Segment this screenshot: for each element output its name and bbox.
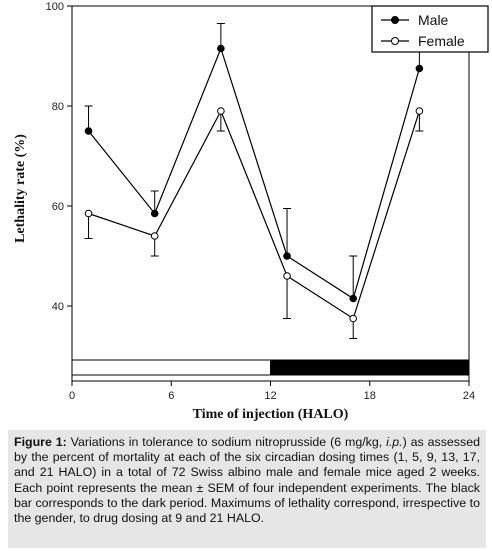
x-tick-label-0: 0	[69, 390, 75, 402]
axes: 40 60 80 100 0 6 12 18 24	[46, 1, 475, 402]
x-axis-title: Time of injection (HALO)	[193, 407, 349, 422]
y-tick-label-100: 100	[46, 1, 64, 13]
male-series-line	[88, 46, 420, 300]
figure-caption: Figure 1: Variations in tolerance to sod…	[8, 430, 486, 548]
female-data-point	[415, 107, 424, 115]
legend-box	[371, 5, 489, 53]
male-data-point	[217, 44, 225, 53]
male-error-bar	[84, 105, 93, 131]
x-tick-label-12: 12	[264, 390, 276, 402]
male-error-bar	[349, 255, 358, 299]
y-tick-label-60: 60	[52, 201, 64, 213]
male-error-bar	[283, 208, 292, 256]
male-data-point	[415, 64, 424, 73]
female-data-point	[84, 209, 93, 218]
caption-text-part1: Variations in tolerance to sodium nitrop…	[66, 435, 387, 449]
male-legend-label: Male	[418, 12, 449, 28]
legend: Male Female	[371, 5, 489, 53]
female-data-point	[283, 272, 291, 280]
dark-period-bar	[270, 359, 470, 376]
x-tick-label-6: 6	[168, 390, 174, 402]
x-tick-label-18: 18	[364, 390, 376, 402]
male-data-point	[349, 294, 358, 303]
caption-label: Figure 1:	[14, 435, 67, 449]
female-data-point	[150, 232, 159, 240]
y-tick-label-40: 40	[52, 301, 64, 313]
female-error-bar	[283, 276, 292, 319]
y-axis-title: Lethality rate (%)	[13, 134, 28, 243]
caption-text-part2: ) as assessed by the percent of mortalit…	[14, 435, 480, 526]
male-error-bar	[216, 23, 225, 49]
male-legend-marker	[391, 16, 399, 24]
female-data-point	[349, 314, 358, 323]
female-series-line	[88, 109, 420, 320]
x-tick-label-24: 24	[463, 390, 475, 402]
female-legend-marker	[391, 37, 399, 45]
plot-frame	[71, 5, 470, 382]
male-data-point	[283, 252, 291, 260]
female-data-point	[217, 107, 225, 115]
light-period-bar	[71, 359, 271, 376]
female-error-bar	[84, 213, 93, 239]
male-data-point	[150, 209, 159, 218]
series-layer	[84, 23, 424, 339]
line-chart: 40 60 80 100 0 6 12 18 24 Male Female Time of inj…	[13, 1, 489, 422]
caption-italic: i.p.	[386, 435, 403, 449]
light-dark-bar	[71, 359, 470, 376]
y-tick-label-80: 80	[52, 101, 64, 113]
female-legend-label: Female	[418, 33, 465, 49]
male-data-point	[84, 127, 93, 135]
